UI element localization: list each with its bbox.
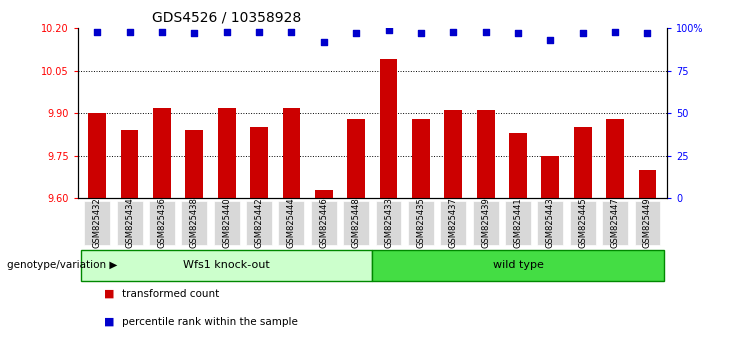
Point (156, 29, 168, 35)
FancyBboxPatch shape (149, 201, 175, 245)
Bar (218, 108, 236, 198)
FancyBboxPatch shape (343, 201, 369, 245)
FancyBboxPatch shape (213, 201, 239, 245)
FancyBboxPatch shape (440, 201, 466, 245)
Text: GSM825439: GSM825439 (481, 198, 490, 249)
Point (253, 29, 265, 35)
Text: GSM825444: GSM825444 (287, 198, 296, 249)
Text: GSM825448: GSM825448 (352, 198, 361, 249)
FancyBboxPatch shape (570, 201, 596, 245)
FancyBboxPatch shape (84, 201, 110, 245)
Point (642, 30, 654, 36)
Text: GDS4526 / 10358928: GDS4526 / 10358928 (152, 11, 301, 25)
Text: GSM825442: GSM825442 (255, 198, 264, 249)
Point (415, 30, 427, 36)
Text: transformed count: transformed count (122, 289, 219, 299)
FancyBboxPatch shape (246, 201, 272, 245)
Text: Wfs1 knock-out: Wfs1 knock-out (183, 261, 270, 270)
Bar (348, 119, 365, 198)
Text: GSM825447: GSM825447 (611, 198, 619, 249)
Point (382, 27, 394, 33)
Text: GSM825438: GSM825438 (190, 198, 199, 249)
Point (188, 30, 200, 36)
Bar (542, 156, 559, 198)
Bar (250, 127, 268, 198)
Text: ■: ■ (104, 317, 114, 327)
Bar (412, 119, 430, 198)
Bar (153, 108, 171, 198)
Text: GSM825441: GSM825441 (514, 198, 522, 249)
Point (350, 30, 362, 36)
FancyBboxPatch shape (376, 201, 402, 245)
Bar (282, 108, 300, 198)
FancyBboxPatch shape (634, 201, 660, 245)
Text: GSM825433: GSM825433 (384, 198, 393, 249)
Text: percentile rank within the sample: percentile rank within the sample (122, 317, 298, 327)
FancyBboxPatch shape (116, 201, 142, 245)
Bar (606, 119, 624, 198)
Text: wild type: wild type (493, 261, 543, 270)
Point (285, 29, 297, 35)
FancyBboxPatch shape (408, 201, 433, 245)
Text: genotype/variation ▶: genotype/variation ▶ (7, 261, 118, 270)
Text: GSM825436: GSM825436 (157, 198, 167, 249)
FancyBboxPatch shape (279, 201, 305, 245)
FancyBboxPatch shape (505, 201, 531, 245)
FancyBboxPatch shape (182, 201, 207, 245)
FancyBboxPatch shape (537, 201, 563, 245)
Text: GSM825435: GSM825435 (416, 198, 425, 249)
Point (124, 29, 136, 35)
FancyBboxPatch shape (311, 201, 336, 245)
Point (609, 29, 621, 35)
Bar (185, 130, 203, 198)
Point (479, 29, 491, 35)
Bar (315, 190, 333, 198)
Text: GSM825434: GSM825434 (125, 198, 134, 249)
Text: ■: ■ (104, 289, 114, 299)
Point (576, 30, 588, 36)
FancyBboxPatch shape (81, 250, 372, 281)
Bar (574, 127, 591, 198)
FancyBboxPatch shape (473, 201, 499, 245)
FancyBboxPatch shape (372, 250, 664, 281)
Point (91, 29, 103, 35)
FancyBboxPatch shape (602, 201, 628, 245)
Bar (639, 170, 657, 198)
Bar (509, 133, 527, 198)
Text: GSM825449: GSM825449 (643, 198, 652, 249)
Bar (476, 110, 494, 198)
Text: GSM825445: GSM825445 (578, 198, 588, 249)
Point (512, 30, 524, 36)
Point (221, 29, 233, 35)
Bar (379, 59, 397, 198)
Text: GSM825443: GSM825443 (546, 198, 555, 249)
Text: GSM825437: GSM825437 (449, 198, 458, 249)
Point (448, 29, 459, 35)
Point (545, 38, 556, 43)
Text: GSM825440: GSM825440 (222, 198, 231, 249)
Point (318, 39, 330, 45)
Bar (88, 113, 106, 198)
Bar (445, 110, 462, 198)
Text: GSM825446: GSM825446 (319, 198, 328, 249)
Text: GSM825432: GSM825432 (93, 198, 102, 249)
Bar (121, 130, 139, 198)
